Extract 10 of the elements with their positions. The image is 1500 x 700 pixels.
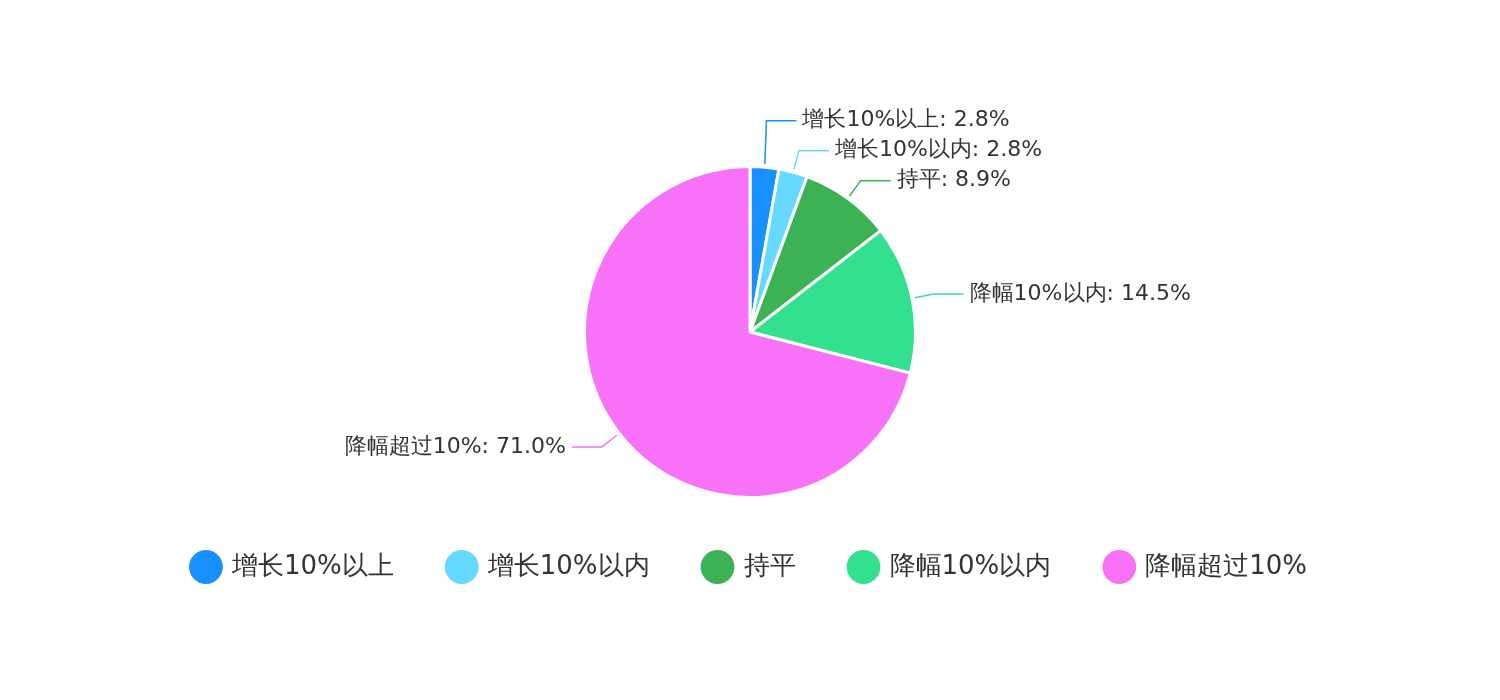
data-label: 增长10%以内: 2.8%	[833, 136, 1043, 162]
legend-label: 增长10%以内	[486, 549, 650, 580]
data-label: 降幅10%以内: 14.5%	[969, 279, 1191, 305]
legend-label: 持平	[743, 549, 796, 580]
legend-label: 增长10%以上	[230, 549, 394, 580]
legend-label: 降幅超过10%	[1145, 549, 1308, 580]
data-label: 持平: 8.9%	[896, 166, 1011, 192]
data-label: 降幅超过10%: 71.0%	[344, 432, 566, 458]
data-label: 增长10%以上: 2.8%	[801, 106, 1010, 132]
legend-label: 降幅10%以内	[889, 549, 1052, 580]
